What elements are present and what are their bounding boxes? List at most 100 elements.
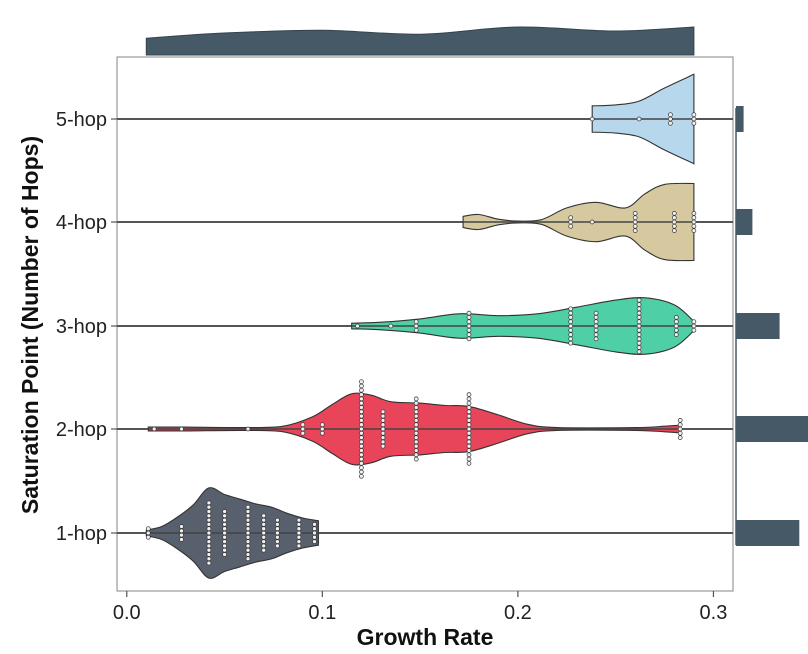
data-point-4-hop xyxy=(568,219,574,225)
data-point-3-hop xyxy=(413,327,419,333)
marginal-bar-2-hop xyxy=(736,416,808,442)
data-point-3-hop xyxy=(568,319,574,325)
data-point-3-hop xyxy=(355,323,360,329)
data-point-2-hop xyxy=(380,435,386,440)
data-point-1-hop xyxy=(312,539,317,544)
data-point-1-hop xyxy=(312,530,317,536)
data-point-1-hop xyxy=(206,530,212,536)
data-point-2-hop xyxy=(359,379,364,385)
data-point-1-hop xyxy=(296,539,302,544)
data-point-2-hop xyxy=(466,443,472,449)
data-point-2-hop xyxy=(359,448,364,453)
data-point-1-hop xyxy=(275,526,280,532)
data-point-3-hop xyxy=(568,340,574,346)
data-point-1-hop xyxy=(206,522,212,527)
data-point-2-hop xyxy=(359,418,364,423)
data-point-3-hop xyxy=(636,336,642,342)
data-point-1-hop xyxy=(261,530,267,536)
data-point-3-hop xyxy=(636,306,642,312)
data-point-1-hop xyxy=(245,509,251,514)
data-point-3-hop xyxy=(568,323,574,329)
data-point-2-hop xyxy=(359,473,364,479)
data-point-2-hop xyxy=(359,405,364,410)
data-point-1-hop xyxy=(206,560,212,566)
data-point-3-hop xyxy=(636,327,642,333)
swarm-3-hop xyxy=(355,297,697,355)
data-point-2-hop xyxy=(677,426,683,432)
swarm-dots xyxy=(145,112,697,566)
data-point-1-hop xyxy=(206,543,212,549)
data-point-3-hop xyxy=(413,319,419,325)
data-point-4-hop xyxy=(589,219,595,225)
data-point-3-hop xyxy=(691,319,697,325)
data-point-4-hop xyxy=(671,219,677,225)
data-point-3-hop xyxy=(593,336,599,342)
data-point-2-hop xyxy=(319,426,325,432)
data-point-3-hop xyxy=(413,323,419,329)
x-tick-label-0-0: 0.0 xyxy=(113,602,141,624)
data-point-2-hop xyxy=(466,430,472,436)
data-point-2-hop xyxy=(380,430,386,436)
data-point-1-hop xyxy=(275,534,280,540)
data-point-1-hop xyxy=(261,522,267,527)
data-point-4-hop xyxy=(691,215,697,221)
data-point-1-hop xyxy=(179,537,184,542)
swarm-5-hop xyxy=(589,112,697,126)
data-point-3-hop xyxy=(466,319,472,325)
data-point-1-hop xyxy=(206,556,212,562)
data-point-1-hop xyxy=(261,534,267,540)
data-point-1-hop xyxy=(245,534,251,540)
data-point-1-hop xyxy=(296,543,302,549)
data-point-1-hop xyxy=(296,526,302,532)
data-point-1-hop xyxy=(206,547,212,553)
data-point-2-hop xyxy=(300,430,306,436)
data-point-1-hop xyxy=(145,534,151,540)
data-point-2-hop xyxy=(413,396,419,402)
data-point-3-hop xyxy=(636,297,642,303)
data-point-1-hop xyxy=(145,526,151,532)
data-point-2-hop xyxy=(359,400,364,406)
y-tick-label-3-hop: 3-hop xyxy=(56,316,107,338)
data-point-3-hop xyxy=(466,310,472,316)
top-marginal-density xyxy=(145,26,695,56)
data-point-1-hop xyxy=(222,534,227,540)
data-point-2-hop xyxy=(319,430,325,436)
data-point-2-hop xyxy=(359,426,364,432)
data-point-2-hop xyxy=(413,418,419,423)
data-point-3-hop xyxy=(691,327,697,333)
data-point-2-hop xyxy=(413,422,419,428)
data-point-3-hop xyxy=(673,332,679,337)
data-point-3-hop xyxy=(673,323,679,329)
data-point-1-hop xyxy=(222,543,227,549)
data-point-2-hop xyxy=(466,452,472,458)
data-point-2-hop xyxy=(466,409,472,415)
marginal-bar-1-hop xyxy=(736,520,800,546)
data-point-3-hop xyxy=(636,332,642,337)
data-point-2-hop xyxy=(359,383,364,389)
data-point-5-hop xyxy=(691,112,697,118)
data-point-2-hop xyxy=(466,456,472,462)
data-point-2-hop xyxy=(300,426,306,432)
data-point-1-hop xyxy=(222,522,227,527)
data-point-2-hop xyxy=(380,443,386,449)
y-tick-label-5-hop: 5-hop xyxy=(56,109,107,131)
data-point-1-hop xyxy=(245,522,251,527)
data-point-2-hop xyxy=(151,426,157,432)
data-point-3-hop xyxy=(636,302,642,307)
data-point-2-hop xyxy=(413,400,419,406)
data-point-1-hop xyxy=(206,513,212,519)
data-point-2-hop xyxy=(466,400,472,406)
data-point-2-hop xyxy=(359,392,364,397)
data-point-2-hop xyxy=(413,439,419,445)
data-point-3-hop xyxy=(691,323,697,329)
data-point-4-hop xyxy=(671,223,677,229)
data-point-3-hop xyxy=(466,315,472,320)
plot-frame xyxy=(116,56,734,592)
right-marginal-bars xyxy=(736,106,808,546)
data-point-3-hop xyxy=(673,315,679,320)
data-point-2-hop xyxy=(466,392,472,397)
data-point-2-hop xyxy=(677,430,683,436)
data-point-2-hop xyxy=(359,435,364,440)
x-tick-label-0-3: 0.3 xyxy=(700,602,728,624)
data-point-1-hop xyxy=(179,528,184,534)
